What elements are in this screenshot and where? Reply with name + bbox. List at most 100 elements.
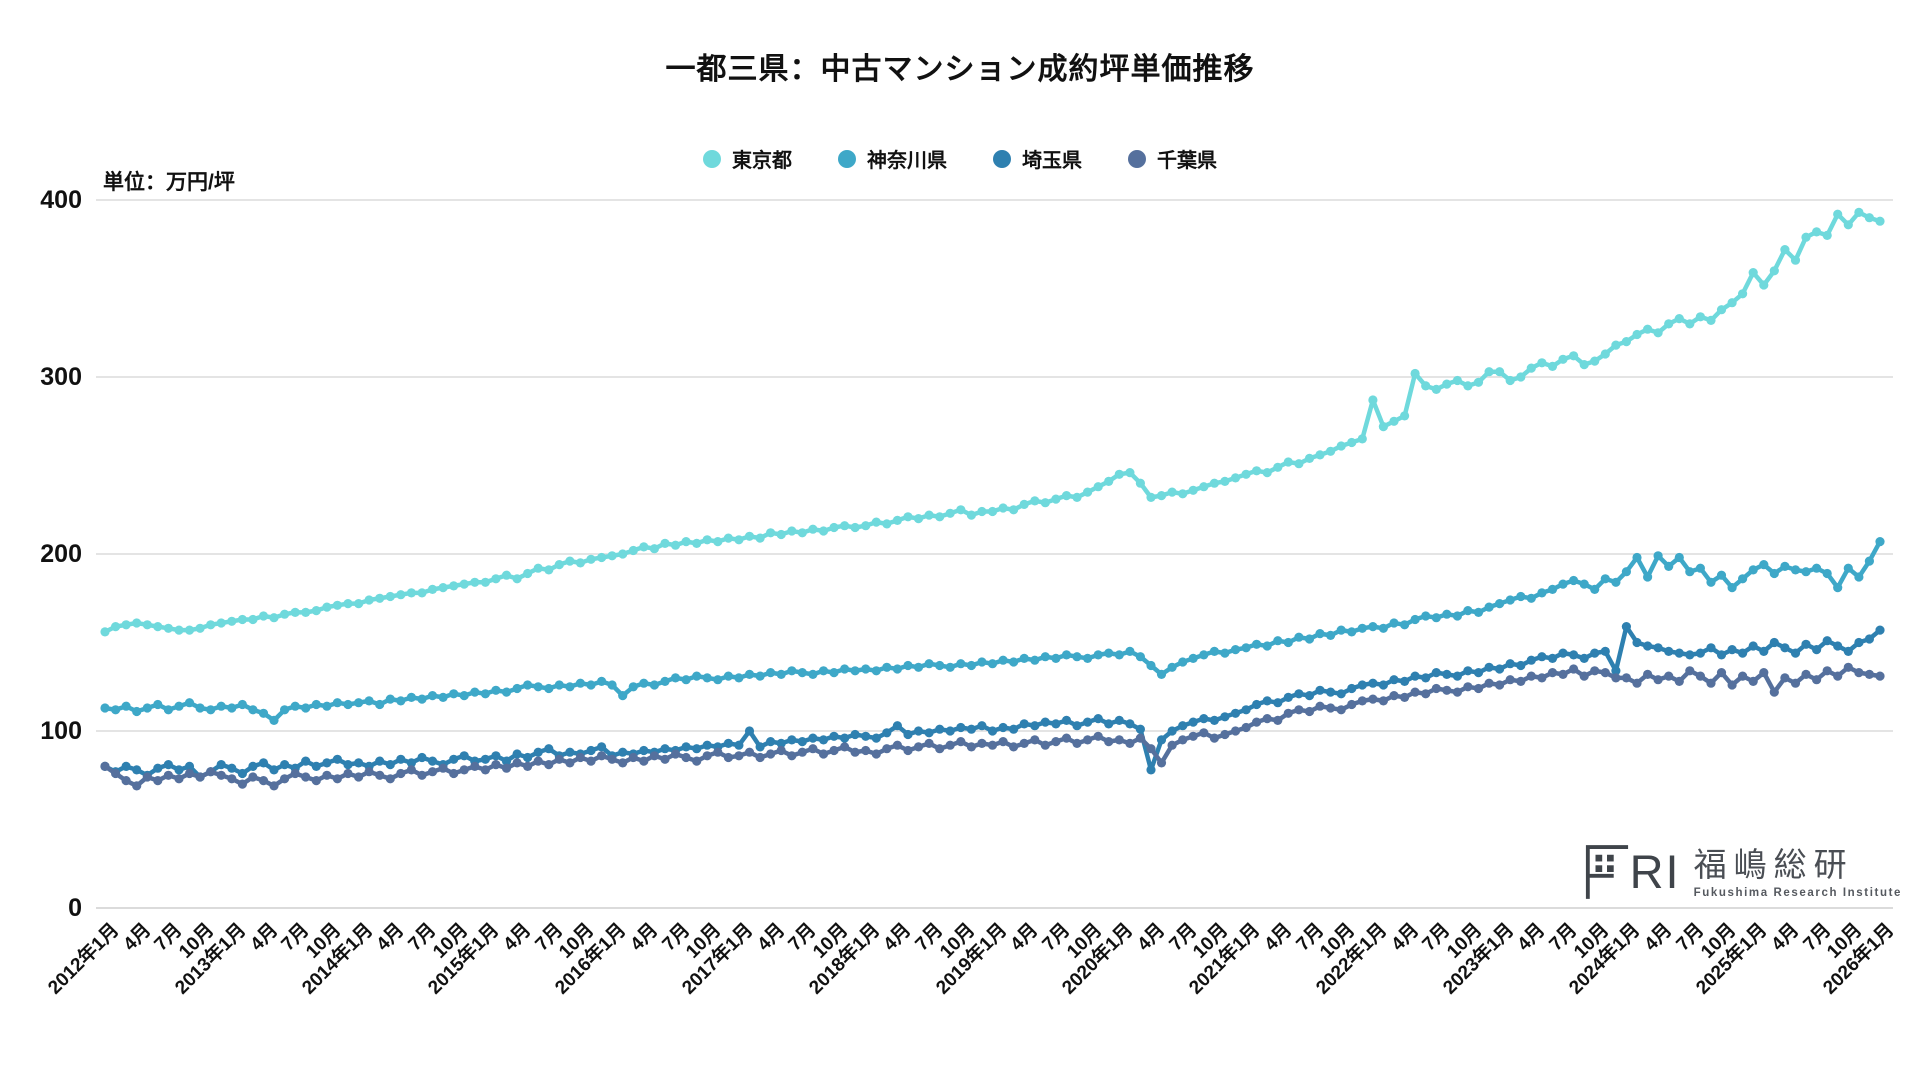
data-point [1558, 669, 1568, 680]
data-point [1040, 740, 1050, 750]
data-point [512, 683, 522, 694]
data-point [1104, 648, 1114, 658]
y-tick-label-400: 400 [40, 186, 82, 214]
data-point [670, 673, 681, 683]
data-point [840, 733, 850, 743]
data-point [692, 671, 702, 681]
data-point [1621, 673, 1631, 683]
data-point [744, 747, 755, 757]
data-point [1695, 563, 1705, 573]
data-point [987, 659, 998, 669]
data-point [1590, 584, 1600, 595]
data-point [1114, 735, 1124, 745]
data-point [966, 724, 977, 734]
data-point [1167, 726, 1177, 736]
data-point [1664, 319, 1674, 329]
data-point [1357, 680, 1367, 690]
data-point [470, 687, 480, 697]
data-point [1452, 671, 1462, 681]
data-point [237, 699, 247, 710]
data-point [1061, 715, 1072, 726]
data-point [449, 581, 459, 591]
data-point [1843, 662, 1853, 672]
data-point [1685, 567, 1695, 577]
data-point [417, 588, 427, 598]
data-point [1875, 537, 1885, 547]
data-point [206, 767, 216, 777]
data-point [1727, 298, 1737, 308]
data-point [1252, 699, 1262, 710]
data-point [713, 537, 723, 547]
data-point [987, 506, 998, 517]
data-point [237, 768, 247, 779]
legend-color-dot [1128, 149, 1146, 168]
data-point [1114, 469, 1124, 479]
data-point [966, 660, 977, 671]
data-point [459, 765, 469, 775]
data-point [132, 781, 142, 791]
data-point [850, 747, 860, 757]
data-point [1389, 675, 1399, 685]
data-point [1558, 648, 1568, 658]
data-point [1738, 289, 1748, 299]
data-point [1505, 595, 1515, 605]
data-point [459, 751, 469, 761]
data-point [618, 549, 628, 559]
data-point [153, 763, 163, 773]
data-point [1368, 694, 1378, 704]
data-point [1843, 646, 1853, 657]
data-point [258, 708, 269, 718]
data-point [734, 535, 744, 545]
data-point [184, 768, 195, 779]
data-point [1473, 607, 1484, 618]
data-point [1315, 701, 1325, 711]
data-point [1135, 733, 1145, 743]
data-point [628, 682, 638, 692]
data-point [882, 519, 892, 529]
data-point [1188, 731, 1198, 741]
data-point [850, 522, 860, 533]
data-point [1315, 450, 1325, 460]
data-point [1569, 650, 1579, 660]
data-point [1738, 648, 1748, 658]
data-point [438, 692, 448, 703]
data-point [1579, 653, 1589, 664]
data-point [554, 560, 564, 570]
data-point [776, 745, 786, 756]
data-point [882, 662, 892, 672]
data-point [1611, 577, 1621, 587]
data-point [1537, 673, 1547, 683]
data-point [808, 733, 818, 743]
data-point [1347, 683, 1357, 694]
data-point [206, 705, 216, 715]
data-point [1463, 666, 1473, 676]
data-point [1590, 356, 1600, 366]
data-point [1759, 280, 1769, 290]
data-point [1009, 742, 1019, 752]
data-point [1653, 551, 1663, 561]
data-point [237, 614, 247, 625]
data-point [818, 666, 829, 676]
data-point [311, 761, 321, 772]
data-point [1790, 678, 1801, 688]
data-point [1473, 377, 1484, 387]
data-point [1716, 305, 1727, 315]
data-point [744, 726, 755, 736]
data-point [354, 698, 364, 708]
data-point [269, 613, 279, 623]
data-point [818, 749, 829, 759]
data-point [1442, 379, 1452, 389]
data-point [385, 774, 395, 784]
data-point [163, 705, 173, 715]
data-point [734, 751, 744, 761]
data-point [1685, 319, 1695, 329]
data-point [501, 687, 512, 697]
data-point [818, 526, 829, 536]
data-point [1442, 609, 1452, 619]
data-point [322, 770, 332, 780]
data-point [1516, 591, 1526, 602]
data-point [470, 577, 480, 587]
data-point [1083, 717, 1093, 727]
data-point [861, 745, 871, 756]
data-point [1167, 662, 1177, 672]
